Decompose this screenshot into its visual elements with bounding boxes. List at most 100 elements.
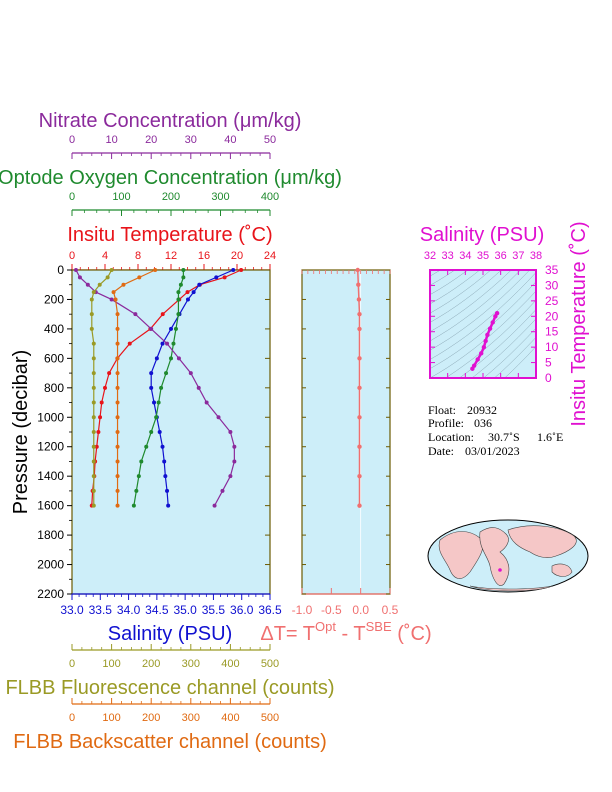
ts-y-tick-label: 20 [545,309,559,323]
nitrate-point [228,474,233,479]
salinity-point [163,474,168,479]
oxygen-axis-title: Optode Oxygen Concentration (μm/kg) [0,167,342,189]
nitrate-point [149,326,154,331]
salinity-point [165,488,170,493]
main-plot-background [71,269,271,595]
oxygen-tick-label: 300 [211,191,229,203]
salinity-tick-label: 36.5 [258,603,282,617]
ts-isopycnal-line [494,337,536,378]
delta-point [355,267,360,273]
oxygen-point [171,341,176,346]
temperature-point [94,444,99,449]
delta-point [357,326,362,332]
ts-y-tick-label: 35 [545,263,559,277]
fluorescence-point [91,400,96,405]
fluorescence-point [91,341,96,346]
salinity-point [214,275,219,280]
nitrate-point [188,371,193,376]
oxygen-tick-label: 100 [112,191,130,203]
ts-isopycnal-line [430,270,492,314]
nitrate-point [73,268,78,272]
oxygen-point [169,356,173,361]
backscatter-point [137,275,142,280]
oxygen-point [156,400,161,405]
ts-point [471,363,477,368]
ts-isopycnal-line [458,309,536,378]
profile-value: 036 [474,416,492,430]
nitrate-point [85,282,90,287]
temperature-axis-title: Insitu Temperature (˚C) [67,224,272,246]
ts-point [475,357,480,362]
backscatter-point [115,503,120,508]
ts-y-tick-label: 10 [545,340,559,354]
temperature-tick-label: 0 [69,250,75,262]
backscatter-point [115,400,120,405]
fluorescence-point [97,282,102,287]
pressure-tick-label: 600 [44,351,64,365]
salinity-point [185,297,190,302]
temperature-tick-label: 24 [264,250,276,262]
nitrate-point [176,356,181,361]
float-info: Float: 20932 Profile: 036 Location: 30.7… [428,403,563,458]
ts-isopycnal-line [430,270,481,305]
ts-temperature-title: Insitu Temperature (˚C) [568,221,590,426]
fluorescence-point [109,268,114,272]
temperature-point [185,290,190,295]
salinity-tick-label: 34.5 [145,603,169,617]
backscatter-tick-label: 0 [69,712,75,724]
backscatter-point [115,415,120,420]
salinity-tick-label: 36.0 [230,603,254,617]
nitrate-point [232,459,237,464]
backscatter-point [115,385,120,390]
salinity-point [166,503,171,508]
oxygen-point [176,297,181,302]
salinity-tick-label: 35.5 [202,603,226,617]
salinity-point [162,459,167,464]
ts-point [483,338,488,344]
ts-point [481,344,487,350]
ts-y-tick-label: 0 [545,371,552,385]
salinity-point [149,371,154,376]
ts-x-tick-label: 32 [424,250,436,262]
delta-point [357,503,362,508]
pressure-tick-label: 1400 [37,469,64,483]
fluorescence-tick-label: 400 [221,658,239,670]
oxygen-point [181,275,186,280]
fluorescence-tick-label: 500 [261,658,279,670]
delta-point [356,282,361,287]
delta-point [357,415,362,420]
fluorescence-tick-label: 200 [142,658,160,670]
float-value: 20932 [467,403,497,417]
fluorescence-point [89,326,94,331]
salinity-point [160,444,165,449]
fluorescence-point [91,474,96,479]
pressure-tick-label: 2000 [37,558,64,572]
delta-title-suffix: (˚C) [392,623,432,645]
ts-isopycnal-line [471,318,536,378]
ts-isopycnal-line [483,327,536,378]
fluorescence-axis-title: FLBB Fluorescence channel (counts) [5,677,334,699]
backscatter-point [115,444,120,449]
profile-label: Profile: [428,416,464,430]
nitrate-tick-label: 30 [185,134,197,146]
temperature-axis: 0 4 8 12 16 20 24 [69,250,276,271]
nitrate-tick-label: 20 [145,134,157,146]
delta-point [357,444,362,449]
oxygen-axis: 0 100 200 300 400 [69,191,279,216]
delta-tick-label: 0.5 [382,603,399,617]
ts-point [494,311,500,316]
salinity-point [231,268,236,272]
oxygen-point [136,474,141,479]
ts-isopycnal-line [504,346,536,378]
delta-point [357,385,362,391]
temperature-tick-label: 8 [135,250,141,262]
fluorescence-point [105,275,110,280]
location-label: Location: [428,430,474,444]
temperature-point [99,400,104,405]
delta-plot-series [355,267,362,594]
backscatter-tick-label: 300 [182,712,200,724]
delta-title-sup2: SBE [366,619,392,634]
fluorescence-tick-label: 100 [102,658,120,670]
backscatter-tick-label: 100 [102,712,120,724]
